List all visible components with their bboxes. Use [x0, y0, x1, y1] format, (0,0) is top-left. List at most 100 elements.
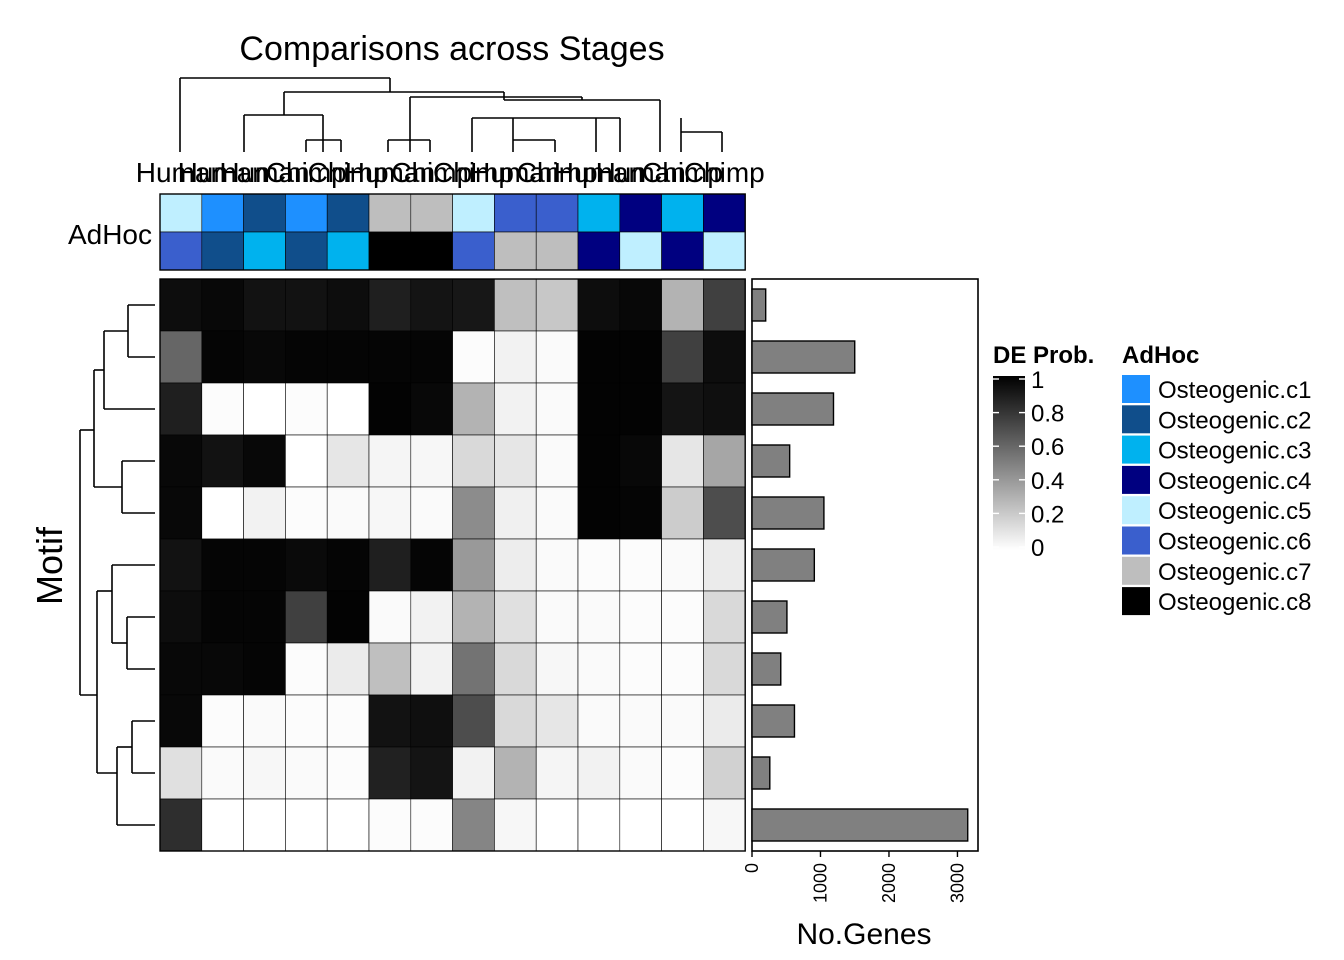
- heatmap-cell: [201, 330, 244, 384]
- annotation-cell: [201, 231, 244, 271]
- heatmap-cell: [535, 382, 579, 436]
- heatmap-cell: [661, 434, 704, 488]
- heatmap-cell: [577, 434, 621, 488]
- gene-count-bar: [751, 392, 835, 426]
- heatmap-cell: [703, 330, 746, 384]
- heatmap-cell: [535, 746, 579, 800]
- annotation-cell: [243, 193, 286, 233]
- gene-count-bar: [751, 756, 771, 790]
- heatmap-cell: [243, 538, 286, 592]
- heatmap-cell: [452, 434, 495, 488]
- heatmap-cell: [703, 382, 746, 436]
- heatmap-cell: [410, 538, 453, 592]
- adhoc-legend-label: Osteogenic.c1: [1158, 377, 1311, 404]
- heatmap-cell: [159, 590, 203, 644]
- heatmap-cell: [619, 434, 662, 488]
- heatmap-cell: [410, 486, 453, 540]
- heatmap-cell: [159, 798, 203, 852]
- heatmap-cell: [703, 746, 746, 800]
- annotation-cell: [452, 193, 495, 233]
- heatmap-cell: [410, 330, 453, 384]
- heatmap-cell: [577, 590, 621, 644]
- bar-axis-tick-label: 3000: [947, 863, 967, 903]
- heatmap-cell: [410, 590, 453, 644]
- annotation-cell: [243, 231, 286, 271]
- heatmap-cell: [326, 434, 370, 488]
- heatmap-cell: [494, 642, 537, 696]
- annotation-cell: [703, 193, 746, 233]
- heatmap-cell: [285, 538, 328, 592]
- heatmap-cell: [243, 278, 286, 332]
- de-legend-tick-label: 1: [1031, 367, 1044, 394]
- heatmap-cell: [285, 590, 328, 644]
- column-label: Chimp: [391, 157, 472, 188]
- heatmap-cell: [243, 590, 286, 644]
- column-label: Chimp: [684, 157, 765, 188]
- heatmap-cell: [494, 278, 537, 332]
- annotation-cell: [410, 231, 453, 271]
- heatmap-cell: [368, 486, 412, 540]
- heatmap-cell: [619, 486, 662, 540]
- heatmap-cell: [661, 694, 704, 748]
- heatmap-cell: [368, 382, 412, 436]
- column-label: Human: [136, 157, 226, 188]
- heatmap-cell: [661, 538, 704, 592]
- heatmap-cell: [285, 278, 328, 332]
- heatmap-cell: [285, 434, 328, 488]
- adhoc-legend-swatch: [1122, 496, 1150, 525]
- heatmap-cell: [201, 798, 244, 852]
- adhoc-legend-label: Osteogenic.c4: [1158, 468, 1311, 495]
- heatmap-cell: [619, 642, 662, 696]
- heatmap-cell: [452, 746, 495, 800]
- heatmap-cell: [577, 746, 621, 800]
- annotation-cell: [577, 231, 621, 271]
- column-dendrogram: [179, 77, 723, 152]
- gene-count-bar: [751, 808, 969, 842]
- heatmap-cell: [159, 746, 203, 800]
- heatmap-cell: [661, 486, 704, 540]
- heatmap-cell: [285, 330, 328, 384]
- heatmap-cell: [368, 434, 412, 488]
- heatmap-cell: [410, 746, 453, 800]
- annotation-cell: [703, 231, 746, 271]
- heatmap-cell: [661, 746, 704, 800]
- column-label: Human: [554, 157, 644, 188]
- heatmap-cell: [535, 278, 579, 332]
- adhoc-legend-swatch: [1122, 435, 1150, 464]
- heatmap-cell: [201, 694, 244, 748]
- heatmap-cell: [535, 434, 579, 488]
- heatmap-cell: [577, 330, 621, 384]
- annotation-tracks: [159, 193, 746, 271]
- heatmap-cell: [243, 486, 286, 540]
- heatmap-cell: [494, 382, 537, 436]
- heatmap-cell: [577, 798, 621, 852]
- heatmap-cell: [410, 382, 453, 436]
- heatmap-cell: [243, 694, 286, 748]
- heatmap-cell: [201, 642, 244, 696]
- heatmap-cell: [452, 538, 495, 592]
- adhoc-legend-swatch: [1122, 556, 1150, 585]
- heatmap-cell: [285, 642, 328, 696]
- heatmap-cell: [494, 434, 537, 488]
- bar-axis-label: No.Genes: [796, 918, 931, 951]
- adhoc-legend-swatch: [1122, 405, 1150, 434]
- heatmap-cell: [535, 486, 579, 540]
- adhoc-legend-swatch: [1122, 526, 1150, 555]
- de-legend-tick-label: 0.6: [1031, 434, 1064, 461]
- heatmap-cell: [452, 278, 495, 332]
- heatmap-cell: [326, 538, 370, 592]
- de-color-bar: [993, 376, 1025, 550]
- annotation-cell: [201, 193, 244, 233]
- de-legend-tick-label: 0.4: [1031, 468, 1064, 495]
- heatmap-cell: [577, 278, 621, 332]
- chart-title: Comparisons across Stages: [239, 30, 664, 68]
- heatmap-cell: [661, 382, 704, 436]
- heatmap-cell: [452, 486, 495, 540]
- heatmap-cell: [285, 486, 328, 540]
- column-label: Human: [345, 157, 435, 188]
- heatmap-cell: [410, 798, 453, 852]
- heatmap-cell: [577, 486, 621, 540]
- annotation-cell: [619, 193, 662, 233]
- heatmap-cell: [619, 694, 662, 748]
- heatmap-cell: [201, 538, 244, 592]
